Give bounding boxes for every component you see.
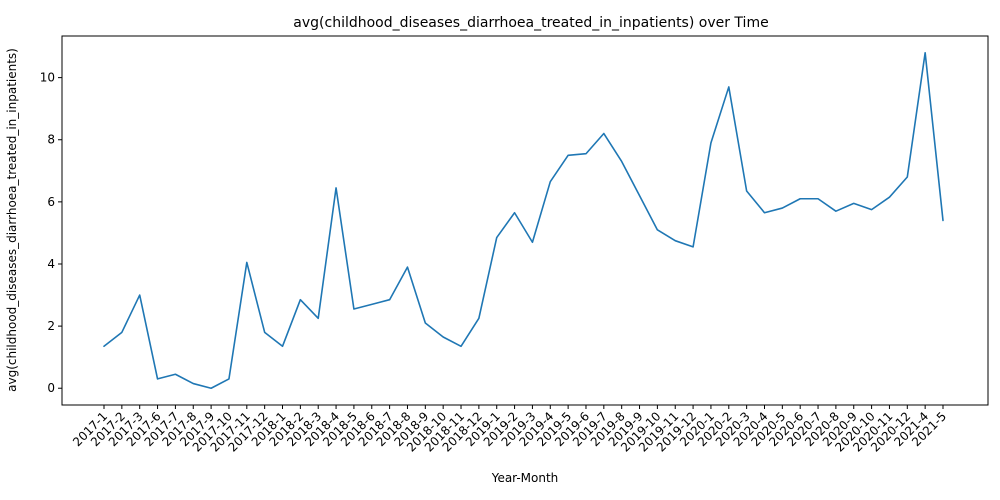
y-axis-label: avg(childhood_diseases_diarrhoea_treated… (5, 48, 19, 392)
series-line (103, 51, 944, 390)
y-tick-label: 8 (47, 133, 55, 147)
chart-title: avg(childhood_diseases_diarrhoea_treated… (293, 15, 768, 31)
y-tick-label: 0 (47, 381, 55, 395)
plot-frame (61, 35, 989, 406)
y-tick-label: 10 (40, 71, 55, 85)
y-tick-label: 4 (47, 257, 55, 271)
x-axis: 2017-12017-22017-32017-62017-72017-82017… (70, 405, 949, 455)
y-tick-label: 6 (47, 195, 55, 209)
x-axis-label: Year-Month (491, 471, 559, 485)
y-axis: 0 2 4 6 8 10 (40, 71, 62, 395)
y-tick-label: 2 (47, 319, 55, 333)
